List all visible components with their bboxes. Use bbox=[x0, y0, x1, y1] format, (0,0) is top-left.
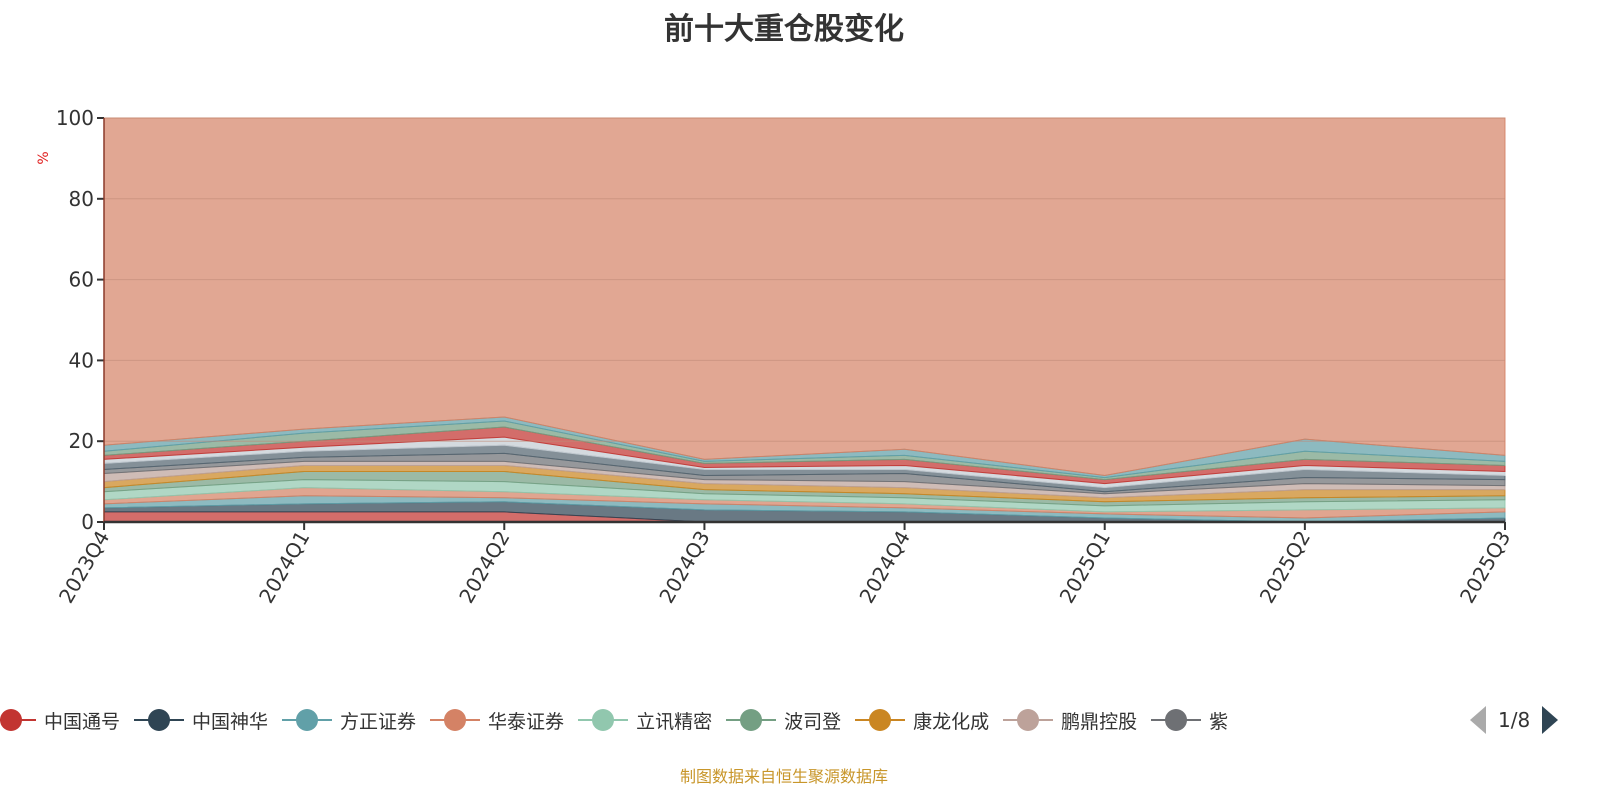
y-tick-label: 40 bbox=[69, 348, 94, 372]
legend-item[interactable]: 鹏鼎控股 bbox=[1003, 704, 1137, 736]
legend-label: 康龙化成 bbox=[913, 710, 990, 733]
legend-marker-icon bbox=[1151, 708, 1202, 732]
legend-label: 中国神华 bbox=[192, 710, 269, 733]
legend-marker-icon bbox=[1003, 708, 1054, 732]
legend-prev-page-icon[interactable] bbox=[1470, 706, 1486, 734]
legend-item[interactable]: 波司登 bbox=[726, 704, 841, 736]
legend-label: 紫 bbox=[1209, 710, 1229, 733]
x-tick-label: 2025Q3 bbox=[1455, 527, 1515, 608]
legend-marker-icon bbox=[726, 708, 777, 732]
y-tick-label: 0 bbox=[81, 510, 94, 534]
x-tick-label: 2025Q2 bbox=[1255, 527, 1315, 608]
legend-item[interactable]: 中国通号 bbox=[0, 704, 120, 736]
legend: 中国通号 中国神华 方正证券 华泰证券 立讯精密 波司登 康龙化成 鹏鼎控股 紫 bbox=[0, 704, 1470, 736]
legend-item[interactable]: 紫 bbox=[1151, 704, 1228, 736]
area-series-14 bbox=[103, 117, 1506, 477]
legend-pager: 1/8 bbox=[1470, 704, 1559, 736]
x-tick-label: 2024Q4 bbox=[854, 527, 914, 608]
legend-item[interactable]: 中国神华 bbox=[134, 704, 268, 736]
y-tick-label: 60 bbox=[69, 268, 94, 292]
y-tick-label: 20 bbox=[69, 429, 94, 453]
x-tick-label: 2024Q1 bbox=[254, 527, 314, 608]
legend-marker-icon bbox=[0, 708, 36, 732]
x-tick-label: 2025Q1 bbox=[1055, 527, 1115, 608]
legend-item[interactable]: 康龙化成 bbox=[855, 704, 989, 736]
legend-label: 立讯精密 bbox=[636, 710, 713, 733]
legend-label: 中国通号 bbox=[44, 710, 121, 733]
legend-item[interactable]: 华泰证券 bbox=[430, 704, 564, 736]
legend-marker-icon bbox=[282, 708, 333, 732]
legend-label: 华泰证券 bbox=[488, 710, 565, 733]
data-source-note: 制图数据来自恒生聚源数据库 bbox=[679, 767, 888, 786]
legend-label: 鹏鼎控股 bbox=[1061, 710, 1138, 733]
y-tick-label: 80 bbox=[69, 187, 94, 211]
x-tick-label: 2024Q2 bbox=[454, 527, 514, 608]
legend-next-page-icon[interactable] bbox=[1542, 706, 1559, 734]
x-tick-label: 2023Q4 bbox=[54, 527, 114, 608]
y-tick-label: 100 bbox=[56, 106, 94, 130]
legend-item[interactable]: 方正证券 bbox=[282, 704, 416, 736]
legend-marker-icon bbox=[855, 708, 906, 732]
chart-title: 前十大重仓股变化 bbox=[664, 12, 904, 47]
x-tick-label: 2024Q3 bbox=[654, 527, 714, 608]
legend-marker-icon bbox=[430, 708, 481, 732]
legend-marker-icon bbox=[134, 708, 185, 732]
legend-page-indicator: 1/8 bbox=[1498, 708, 1531, 732]
legend-marker-icon bbox=[578, 708, 629, 732]
legend-label: 方正证券 bbox=[340, 710, 417, 733]
y-axis-label: % bbox=[36, 151, 52, 164]
legend-label: 波司登 bbox=[784, 710, 842, 733]
legend-item[interactable]: 立讯精密 bbox=[578, 704, 712, 736]
